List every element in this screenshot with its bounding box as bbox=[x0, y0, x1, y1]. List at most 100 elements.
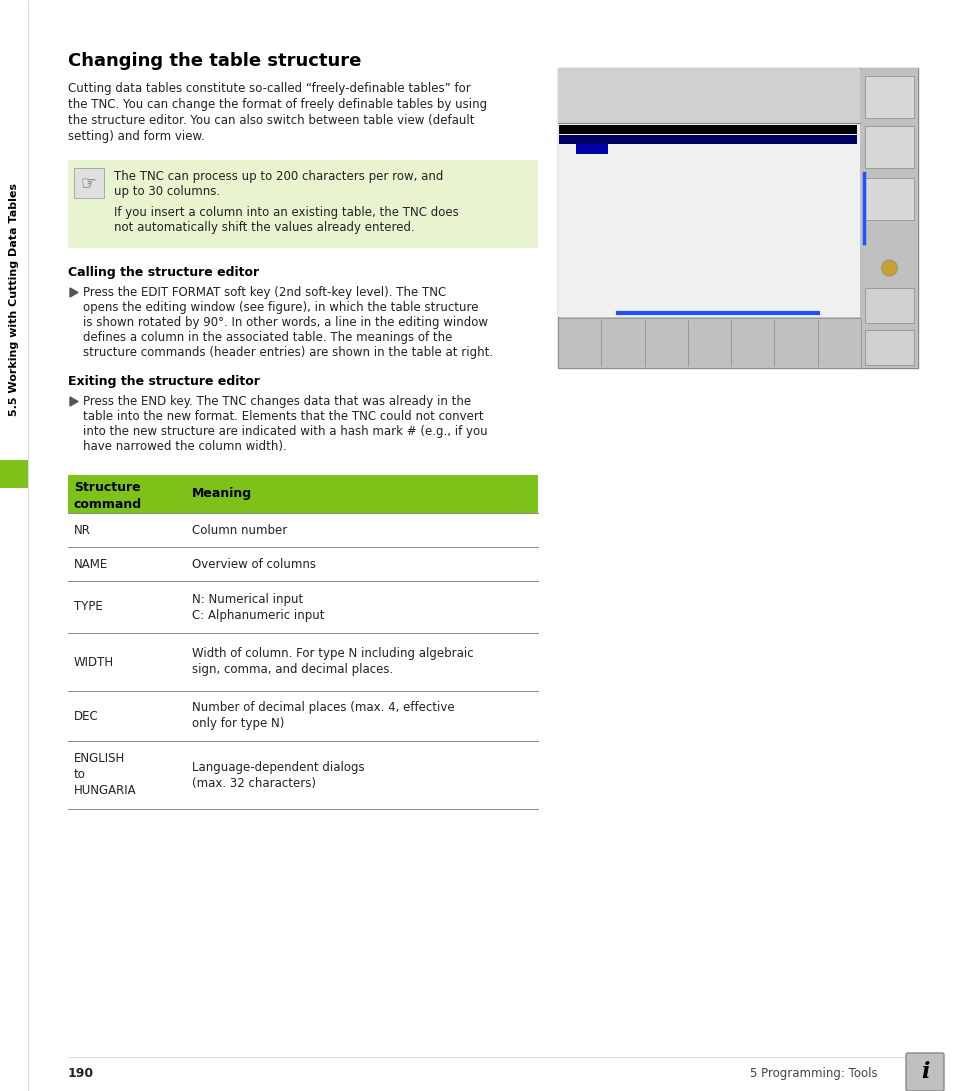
Text: 2: 2 bbox=[561, 168, 564, 173]
Text: N: Numerical input: N: Numerical input bbox=[192, 592, 303, 606]
Text: MAT: MAT bbox=[578, 146, 587, 152]
Text: C: C bbox=[616, 157, 618, 163]
Text: 16: 16 bbox=[630, 157, 637, 163]
Text: PAGE: PAGE bbox=[702, 325, 715, 329]
Text: Structure
command: Structure command bbox=[74, 481, 142, 511]
Text: NR: NR bbox=[74, 524, 91, 537]
Text: C: Alphanumeric input: C: Alphanumeric input bbox=[192, 609, 324, 622]
Text: INSERT
LINE: INSERT LINE bbox=[743, 325, 760, 336]
Text: F1: F1 bbox=[578, 180, 583, 184]
Text: Column number: Column number bbox=[192, 524, 287, 537]
Text: PAGE: PAGE bbox=[659, 325, 672, 329]
Bar bbox=[558, 68, 859, 123]
Text: DELETE
LINE: DELETE LINE bbox=[786, 325, 804, 336]
Text: 0: 0 bbox=[561, 146, 564, 152]
Text: NEXT
LINE: NEXT LINE bbox=[832, 325, 845, 336]
Text: F2: F2 bbox=[578, 202, 583, 206]
Text: WIDTH: WIDTH bbox=[74, 656, 114, 669]
Text: only for type N): only for type N) bbox=[192, 718, 284, 731]
Bar bbox=[558, 317, 861, 368]
Text: Width of column. For type N including algebraic: Width of column. For type N including al… bbox=[192, 647, 473, 660]
Text: Exiting the structure editor: Exiting the structure editor bbox=[68, 375, 259, 388]
Text: i: i bbox=[920, 1062, 928, 1083]
Text: Press the EDIT FORMAT soft key (2nd soft-key level). The TNC: Press the EDIT FORMAT soft key (2nd soft… bbox=[83, 286, 446, 299]
Text: Cutting speed VC1?: Cutting speed VC1? bbox=[665, 168, 721, 173]
Text: not automatically shift the values already entered.: not automatically shift the values alrea… bbox=[113, 221, 415, 233]
Text: NR    NAME        TYP  WIDTH DEC  DECIMAL: NR NAME TYP WIDTH DEC DECIMAL bbox=[561, 137, 679, 142]
Text: 3: 3 bbox=[650, 202, 654, 206]
Bar bbox=[861, 68, 917, 368]
Text: Press the END key. The TNC changes data that was already in the: Press the END key. The TNC changes data … bbox=[83, 395, 471, 408]
Text: 8: 8 bbox=[904, 131, 909, 137]
Text: 0: 0 bbox=[650, 146, 654, 152]
Text: into the new structure are indicated with a hash mark # (e.g., if you: into the new structure are indicated wit… bbox=[83, 425, 487, 437]
Text: 1: 1 bbox=[904, 183, 909, 189]
Bar bbox=[864, 288, 913, 323]
Text: defines a column in the associated table. The meanings of the: defines a column in the associated table… bbox=[83, 331, 452, 344]
Text: Calling the structure editor: Calling the structure editor bbox=[68, 266, 259, 279]
Text: operation: operation bbox=[562, 88, 604, 97]
Text: Changing the table structure: Changing the table structure bbox=[68, 52, 361, 70]
Text: ☞: ☞ bbox=[81, 173, 97, 192]
Text: up to 30 columns.: up to 30 columns. bbox=[113, 185, 220, 197]
Bar bbox=[68, 475, 537, 513]
Text: Cutting data tables constitute so-called “freely-definable tables” for: Cutting data tables constitute so-called… bbox=[68, 82, 470, 95]
Text: TYPE: TYPE bbox=[74, 600, 103, 613]
Text: setting) and form view.: setting) and form view. bbox=[68, 130, 205, 143]
Text: 16: 16 bbox=[630, 146, 637, 152]
Text: DEC: DEC bbox=[74, 709, 99, 722]
Text: Manual: Manual bbox=[562, 76, 590, 85]
Text: (END): (END) bbox=[561, 213, 577, 217]
Text: 3: 3 bbox=[561, 180, 564, 184]
Text: Feed rate F2?: Feed rate F2? bbox=[665, 202, 706, 206]
Bar bbox=[0, 460, 28, 488]
Text: structure commands (header entries) are shown in the table at right.: structure commands (header entries) are … bbox=[83, 346, 493, 359]
Text: the TNC. You can change the format of freely definable tables by using: the TNC. You can change the format of fr… bbox=[68, 98, 487, 111]
Text: ENGLISH: ENGLISH bbox=[74, 753, 125, 766]
Text: FILE   DESCRIPTION  TO: FILE DESCRIPTION TO bbox=[561, 127, 624, 132]
Bar bbox=[576, 144, 607, 154]
Text: N: N bbox=[616, 202, 618, 206]
Text: 0: 0 bbox=[650, 157, 654, 163]
Bar bbox=[558, 68, 917, 368]
Text: BEGIN: BEGIN bbox=[571, 325, 587, 329]
Text: H: H bbox=[904, 81, 910, 87]
Text: 5.5 Working with Cutting Data Tables: 5.5 Working with Cutting Data Tables bbox=[9, 183, 19, 417]
Text: Language-dependent dialogs: Language-dependent dialogs bbox=[192, 760, 364, 774]
Bar bbox=[864, 76, 913, 118]
Text: sign, comma, and decimal places.: sign, comma, and decimal places. bbox=[192, 663, 393, 676]
Text: table into the new format. Elements that the TNC could not convert: table into the new format. Elements that… bbox=[83, 410, 483, 423]
Text: 1: 1 bbox=[561, 157, 564, 163]
Bar bbox=[864, 125, 913, 168]
Text: 2: 2 bbox=[650, 180, 654, 184]
Text: VC2: VC2 bbox=[578, 191, 587, 195]
Text: >>: >> bbox=[843, 127, 849, 132]
Circle shape bbox=[881, 260, 897, 276]
Text: C: C bbox=[616, 146, 618, 152]
Text: If you insert a column into an existing table, the TNC does: If you insert a column into an existing … bbox=[113, 206, 458, 219]
Text: 3: 3 bbox=[650, 168, 654, 173]
FancyBboxPatch shape bbox=[905, 1053, 943, 1091]
Text: Field name?: Field name? bbox=[619, 92, 694, 101]
Text: 4: 4 bbox=[561, 191, 564, 195]
Text: 7: 7 bbox=[630, 202, 634, 206]
Polygon shape bbox=[70, 288, 78, 297]
Text: N: N bbox=[616, 168, 618, 173]
Text: 7: 7 bbox=[630, 180, 634, 184]
Text: NAME: NAME bbox=[74, 558, 108, 571]
Text: Feed rate F1?: Feed rate F1? bbox=[665, 180, 706, 184]
Text: 7: 7 bbox=[630, 191, 634, 195]
Text: the structure editor. You can also switch between table view (default: the structure editor. You can also switc… bbox=[68, 113, 474, 127]
Text: Number of decimal places (max. 4, effective: Number of decimal places (max. 4, effect… bbox=[192, 702, 455, 715]
Text: to: to bbox=[74, 768, 86, 781]
Bar bbox=[74, 168, 104, 197]
Text: Workpiece material?: Workpiece material? bbox=[665, 146, 724, 152]
Text: Overview of columns: Overview of columns bbox=[192, 558, 315, 571]
Text: 3: 3 bbox=[650, 191, 654, 195]
Bar bbox=[558, 125, 856, 134]
Bar bbox=[864, 178, 913, 220]
Text: opens the editing window (see figure), in which the table structure: opens the editing window (see figure), i… bbox=[83, 301, 478, 314]
Text: DIAGNOSE: DIAGNOSE bbox=[872, 251, 904, 255]
Text: 190: 190 bbox=[68, 1067, 94, 1080]
Text: Tool material?: Tool material? bbox=[665, 157, 709, 163]
